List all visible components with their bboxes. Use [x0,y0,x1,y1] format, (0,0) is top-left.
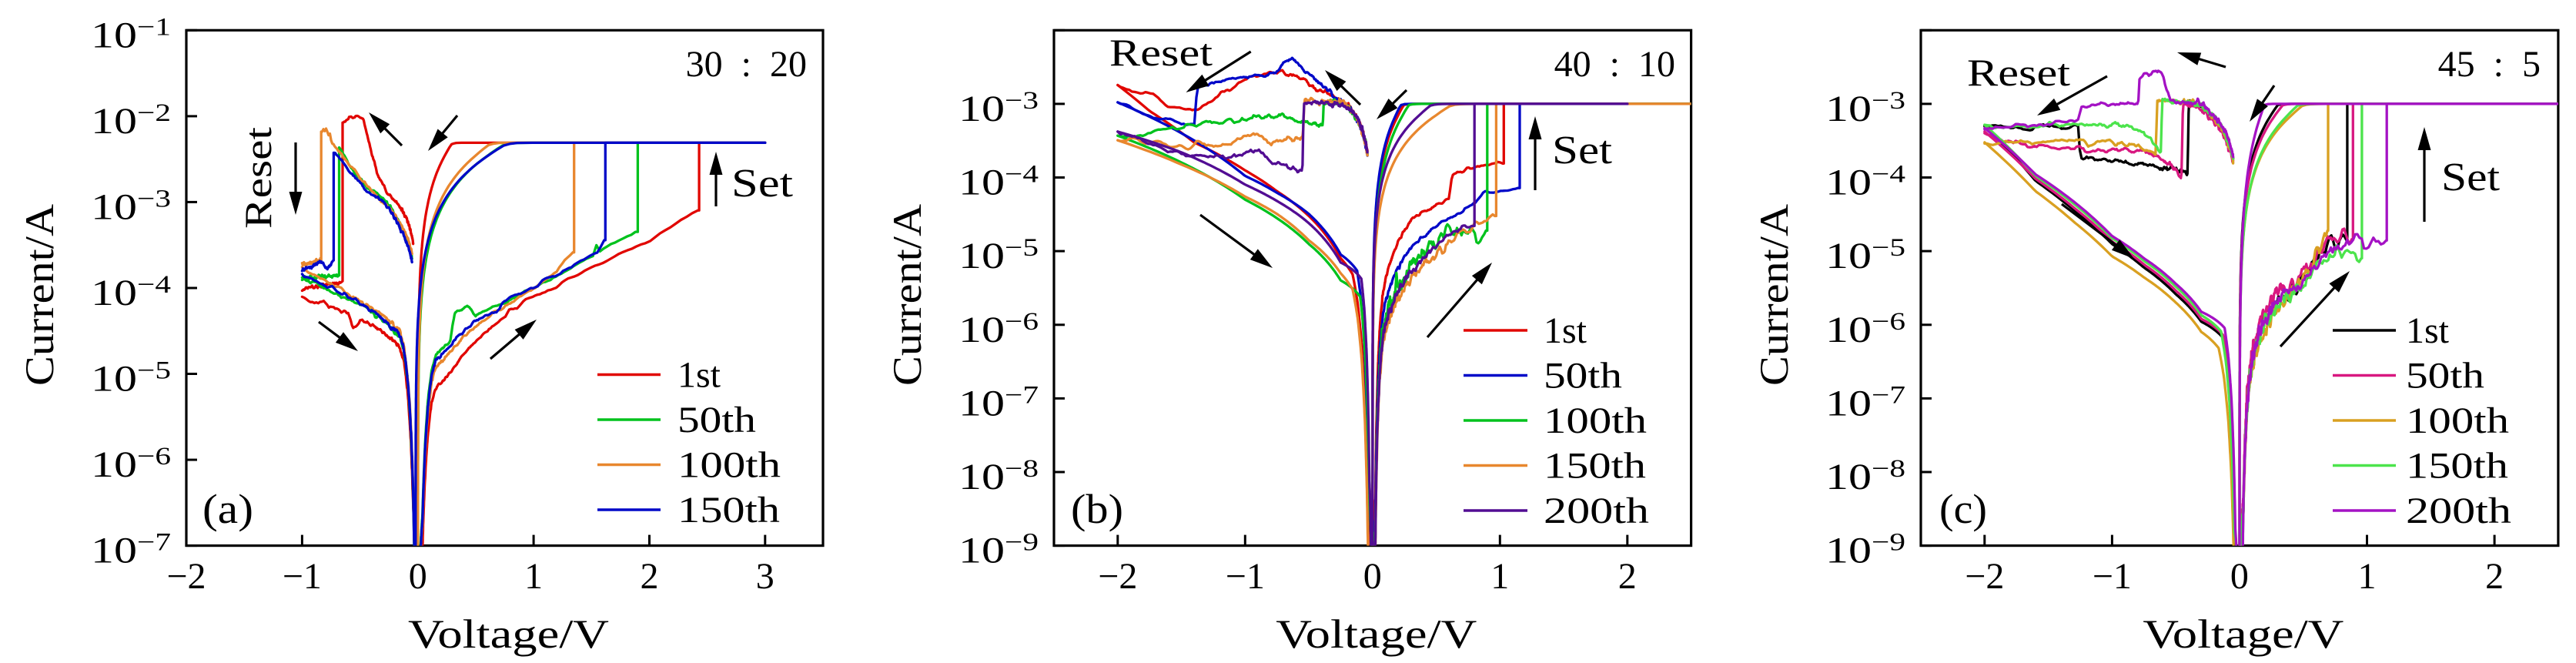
svg-text:2: 2 [1618,556,1637,597]
svg-text:1st: 1st [677,355,721,396]
svg-text:−2: −2 [166,556,206,597]
svg-text:Voltage/V: Voltage/V [1276,612,1477,657]
svg-text:50th: 50th [1544,356,1622,397]
svg-text:45 : 5: 45 : 5 [2438,44,2541,85]
svg-text:200th: 200th [2406,491,2511,531]
svg-text:−2: −2 [1965,556,2004,597]
svg-text:10−1: 10 −1 [91,13,171,55]
svg-text:Set: Set [731,162,794,206]
svg-text:Set: Set [1552,129,1613,172]
svg-text:2: 2 [641,556,659,597]
svg-text:0: 0 [1363,556,1382,597]
svg-text:150th: 150th [2406,446,2508,487]
svg-text:Voltage/V: Voltage/V [408,612,609,657]
svg-text:Current/A: Current/A [885,204,930,386]
svg-text:200th: 200th [1544,491,1649,531]
svg-text:1: 1 [1490,556,1509,597]
svg-text:10−4: 10 −4 [91,271,171,313]
svg-text:Voltage/V: Voltage/V [2143,612,2343,657]
svg-text:(c): (c) [1939,486,1987,532]
svg-text:3: 3 [756,556,774,597]
svg-text:10−5: 10 −5 [958,234,1039,276]
svg-text:150th: 150th [677,490,780,531]
svg-text:1st: 1st [1544,310,1587,351]
svg-text:−2: −2 [1098,556,1137,597]
svg-text:−1: −1 [2093,556,2132,597]
svg-text:−1: −1 [283,556,322,597]
svg-text:100th: 100th [677,445,781,486]
svg-text:(b): (b) [1071,486,1123,532]
svg-text:10−6: 10 −6 [958,308,1039,350]
svg-text:1: 1 [2358,556,2377,597]
svg-text:Current/A: Current/A [1752,204,1797,386]
svg-text:100th: 100th [1544,400,1647,441]
svg-text:(a): (a) [202,486,253,532]
svg-text:0: 0 [409,556,427,597]
svg-text:Set: Set [2441,156,2501,199]
svg-text:10−7: 10 −7 [91,529,171,571]
svg-text:Reset: Reset [1109,31,1213,74]
svg-text:40 : 10: 40 : 10 [1554,44,1675,85]
svg-text:1: 1 [524,556,543,597]
svg-text:10−3: 10 −3 [958,87,1039,129]
svg-text:0: 0 [2230,556,2249,597]
svg-text:10−4: 10 −4 [1825,161,1905,203]
svg-text:Reset: Reset [236,127,279,229]
svg-text:1st: 1st [2406,310,2450,351]
svg-text:150th: 150th [1544,446,1646,487]
svg-text:10−6: 10 −6 [91,443,171,485]
svg-text:2: 2 [2485,556,2504,597]
svg-text:Reset: Reset [1967,51,2070,94]
svg-text:−1: −1 [1226,556,1265,597]
svg-text:50th: 50th [677,400,756,440]
svg-text:Current/A: Current/A [18,204,62,386]
svg-text:10−3: 10 −3 [91,185,171,227]
svg-text:50th: 50th [2406,356,2484,397]
svg-text:30 : 20: 30 : 20 [686,44,807,85]
svg-text:100th: 100th [2406,400,2509,441]
